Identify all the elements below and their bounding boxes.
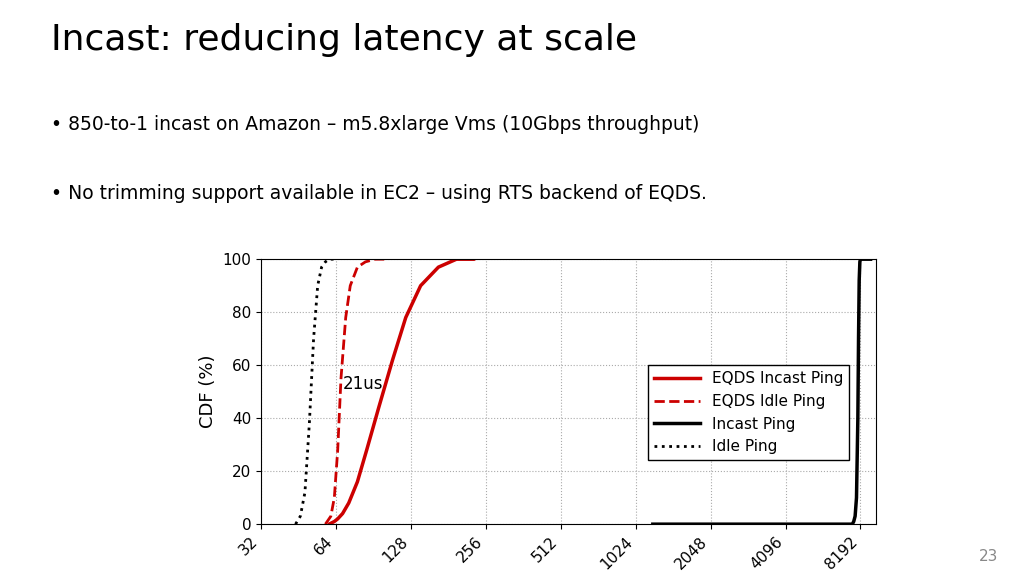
- Text: 23: 23: [979, 550, 998, 564]
- Legend: EQDS Incast Ping, EQDS Idle Ping, Incast Ping, Idle Ping: EQDS Incast Ping, EQDS Idle Ping, Incast…: [648, 365, 850, 460]
- Text: 21us: 21us: [343, 375, 383, 393]
- Text: • No trimming support available in EC2 – using RTS backend of EQDS.: • No trimming support available in EC2 –…: [51, 184, 708, 203]
- Text: • 850-to-1 incast on Amazon – m5.8xlarge Vms (10Gbps throughput): • 850-to-1 incast on Amazon – m5.8xlarge…: [51, 115, 699, 134]
- Y-axis label: CDF (%): CDF (%): [199, 355, 217, 429]
- Text: Incast: reducing latency at scale: Incast: reducing latency at scale: [51, 23, 637, 57]
